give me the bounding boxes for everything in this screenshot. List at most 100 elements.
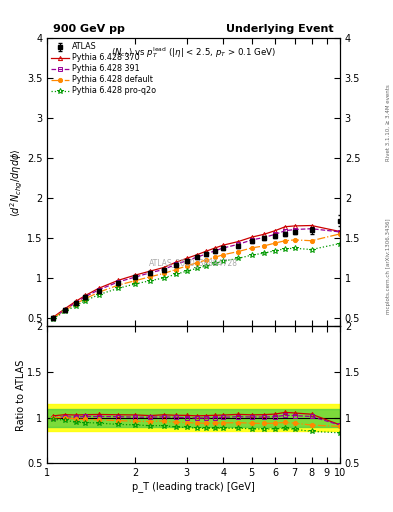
Pythia 6.428 391 (184, 258, 189, 264)
Pythia 6.428 370 (161, 264, 166, 270)
Line: Pythia 6.428 370: Pythia 6.428 370 (51, 223, 342, 319)
Pythia 6.428 391 (338, 229, 342, 235)
Pythia 6.428 391 (148, 270, 152, 276)
Pythia 6.428 370 (173, 259, 178, 265)
Pythia 6.428 default (338, 231, 342, 237)
Pythia 6.428 pro-q2o (292, 245, 297, 251)
Pythia 6.428 default (173, 266, 178, 272)
Pythia 6.428 pro-q2o (73, 303, 78, 309)
Y-axis label: $\langle d^2 N_{chg}/d\eta d\phi\rangle$: $\langle d^2 N_{chg}/d\eta d\phi\rangle$ (9, 148, 26, 217)
Pythia 6.428 default (213, 254, 218, 260)
Text: 900 GeV pp: 900 GeV pp (53, 24, 125, 34)
Pythia 6.428 370 (338, 228, 342, 234)
Pythia 6.428 pro-q2o (184, 268, 189, 274)
Pythia 6.428 391 (221, 245, 226, 251)
Pythia 6.428 370 (184, 255, 189, 262)
Line: Pythia 6.428 pro-q2o: Pythia 6.428 pro-q2o (51, 241, 343, 322)
Pythia 6.428 370 (116, 277, 121, 283)
Pythia 6.428 370 (273, 228, 277, 234)
Pythia 6.428 default (184, 263, 189, 269)
Pythia 6.428 391 (283, 228, 288, 234)
Pythia 6.428 391 (195, 254, 199, 260)
Pythia 6.428 391 (250, 237, 254, 243)
Pythia 6.428 pro-q2o (221, 258, 226, 264)
Pythia 6.428 pro-q2o (116, 285, 121, 291)
Pythia 6.428 default (292, 237, 297, 243)
Pythia 6.428 391 (173, 261, 178, 267)
Pythia 6.428 391 (116, 279, 121, 285)
Text: $\langle N_{ch}\rangle$ vs $p_T^{\rm lead}$ ($|\eta|$ < 2.5, $p_T$ > 0.1 GeV): $\langle N_{ch}\rangle$ vs $p_T^{\rm lea… (111, 46, 276, 60)
Bar (47, 409, 340, 427)
Bar (47, 404, 340, 432)
Pythia 6.428 pro-q2o (148, 278, 152, 284)
Pythia 6.428 391 (262, 234, 266, 241)
Pythia 6.428 370 (292, 223, 297, 229)
Pythia 6.428 default (83, 295, 88, 302)
Pythia 6.428 default (96, 289, 101, 295)
Pythia 6.428 391 (273, 231, 277, 238)
Pythia 6.428 default (51, 315, 56, 321)
Text: Rivet 3.1.10, ≥ 3.4M events: Rivet 3.1.10, ≥ 3.4M events (386, 84, 391, 161)
Pythia 6.428 pro-q2o (62, 308, 67, 314)
Legend: ATLAS, Pythia 6.428 370, Pythia 6.428 391, Pythia 6.428 default, Pythia 6.428 pr: ATLAS, Pythia 6.428 370, Pythia 6.428 39… (50, 41, 158, 97)
Pythia 6.428 default (236, 248, 241, 254)
Pythia 6.428 370 (250, 234, 254, 240)
Pythia 6.428 pro-q2o (236, 255, 241, 262)
Pythia 6.428 default (204, 257, 209, 263)
Text: mcplots.cern.ch [arXiv:1306.3436]: mcplots.cern.ch [arXiv:1306.3436] (386, 219, 391, 314)
Pythia 6.428 370 (283, 224, 288, 230)
Pythia 6.428 pro-q2o (173, 271, 178, 278)
Pythia 6.428 370 (213, 245, 218, 251)
Line: Pythia 6.428 default: Pythia 6.428 default (51, 232, 342, 320)
Pythia 6.428 391 (213, 248, 218, 254)
Pythia 6.428 391 (236, 241, 241, 247)
Pythia 6.428 pro-q2o (161, 275, 166, 281)
Pythia 6.428 370 (133, 272, 138, 278)
Text: ATLAS_2010_S8894728: ATLAS_2010_S8894728 (149, 259, 238, 267)
Pythia 6.428 default (262, 243, 266, 249)
Pythia 6.428 pro-q2o (250, 252, 254, 258)
Text: Underlying Event: Underlying Event (226, 24, 334, 34)
Pythia 6.428 pro-q2o (51, 315, 56, 322)
Pythia 6.428 default (273, 240, 277, 246)
Pythia 6.428 pro-q2o (204, 263, 209, 269)
Pythia 6.428 default (148, 273, 152, 280)
Pythia 6.428 370 (204, 248, 209, 254)
Pythia 6.428 370 (96, 285, 101, 291)
Y-axis label: Ratio to ATLAS: Ratio to ATLAS (16, 359, 26, 431)
Pythia 6.428 370 (148, 268, 152, 274)
Pythia 6.428 default (283, 238, 288, 244)
Pythia 6.428 pro-q2o (338, 241, 342, 247)
Pythia 6.428 pro-q2o (273, 248, 277, 254)
Pythia 6.428 pro-q2o (262, 250, 266, 256)
Pythia 6.428 pro-q2o (83, 297, 88, 304)
Pythia 6.428 pro-q2o (283, 246, 288, 252)
Pythia 6.428 370 (73, 298, 78, 305)
Pythia 6.428 370 (62, 306, 67, 312)
Pythia 6.428 default (250, 245, 254, 251)
Pythia 6.428 default (116, 282, 121, 288)
Pythia 6.428 default (133, 278, 138, 284)
Pythia 6.428 370 (195, 251, 199, 258)
Pythia 6.428 370 (236, 239, 241, 245)
Pythia 6.428 391 (309, 226, 314, 232)
Pythia 6.428 391 (83, 293, 88, 300)
Pythia 6.428 default (221, 251, 226, 258)
Pythia 6.428 391 (292, 226, 297, 232)
Pythia 6.428 pro-q2o (213, 260, 218, 266)
Pythia 6.428 pro-q2o (309, 246, 314, 252)
Pythia 6.428 370 (221, 242, 226, 248)
Pythia 6.428 default (161, 270, 166, 276)
Pythia 6.428 391 (161, 266, 166, 272)
Pythia 6.428 391 (73, 300, 78, 306)
Line: Pythia 6.428 391: Pythia 6.428 391 (51, 227, 342, 320)
Pythia 6.428 391 (96, 287, 101, 293)
Pythia 6.428 370 (262, 231, 266, 238)
Pythia 6.428 391 (51, 315, 56, 321)
Pythia 6.428 default (309, 238, 314, 244)
Pythia 6.428 391 (62, 307, 67, 313)
Pythia 6.428 pro-q2o (96, 292, 101, 298)
Pythia 6.428 370 (309, 222, 314, 228)
X-axis label: p_T (leading track) [GeV]: p_T (leading track) [GeV] (132, 481, 255, 492)
Pythia 6.428 pro-q2o (133, 281, 138, 287)
